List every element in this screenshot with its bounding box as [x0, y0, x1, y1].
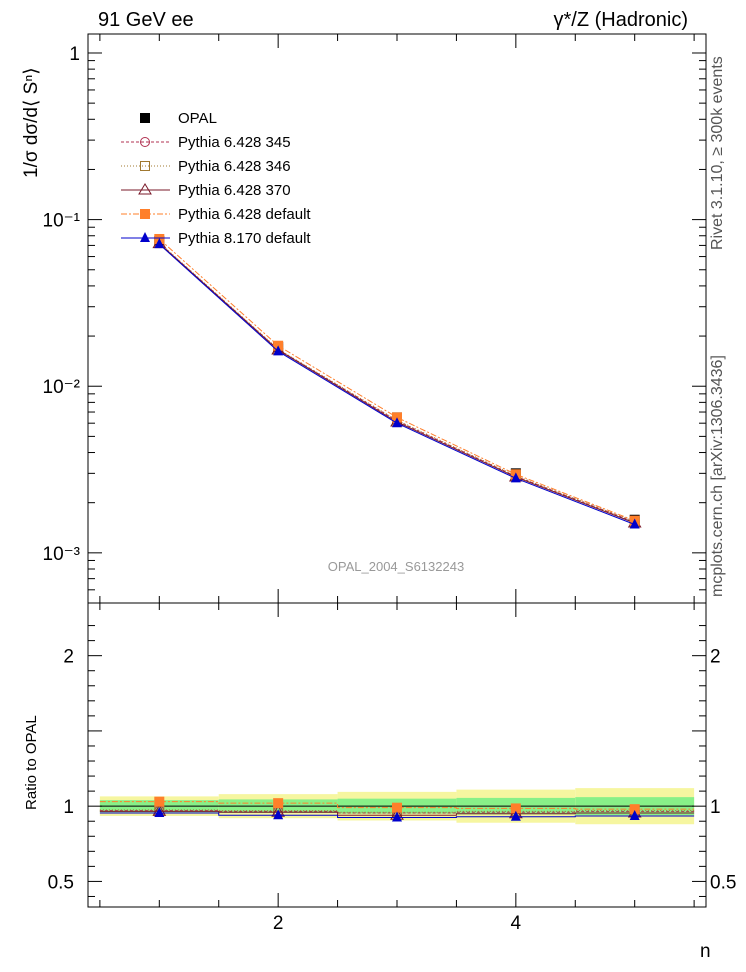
ratio-series-pythia-6-428-default [99, 796, 695, 815]
legend-marker [140, 209, 150, 219]
legend-entry: OPAL [140, 110, 217, 127]
series-pythia-6-428-345 [154, 238, 640, 528]
series-opal [154, 235, 640, 525]
ratio-y-axis-label: Ratio to OPAL [23, 715, 40, 810]
data-point [154, 238, 165, 249]
ratio-y-tick-label-right: 1 [710, 797, 721, 818]
x-tick-label: 2 [273, 913, 284, 934]
legend-label: Pythia 6.428 370 [178, 182, 291, 199]
ratio-y-tick-label-right: 0.5 [710, 872, 736, 893]
ratio-point [392, 811, 402, 822]
legend-marker [138, 183, 152, 195]
legend-entry: Pythia 8.170 default [121, 230, 311, 247]
mcplots-label: mcplots.cern.ch [arXiv:1306.3436] [709, 355, 726, 597]
legend-entry: Pythia 6.428 370 [121, 182, 291, 199]
y-tick-label: 10⁻³ [43, 544, 81, 565]
series-pythia-8-170-default [154, 238, 640, 529]
legend-label: Pythia 8.170 default [178, 230, 311, 247]
ratio-point [510, 810, 521, 821]
data-point [392, 417, 402, 428]
series-line [158, 243, 635, 524]
data-point [273, 345, 284, 356]
series-line [158, 243, 635, 525]
data-point [510, 472, 521, 483]
ratio-plot-series [99, 796, 695, 822]
legend-entry: Pythia 6.428 345 [121, 134, 291, 151]
ratio-y-tick-label: 2 [63, 647, 74, 668]
ratio-point [392, 802, 402, 813]
legend-label: Pythia 6.428 346 [178, 158, 291, 175]
ratio-series-pythia-8-170-default [99, 806, 695, 822]
main-y-axis-label: 1/σ dσ/d⟨ Sⁿ⟩ [21, 67, 42, 178]
ratio-point [629, 809, 640, 820]
legend-marker [140, 232, 150, 242]
ratio-plot-frame [87, 602, 707, 908]
x-axis-label: n [700, 941, 711, 962]
ratio-y-tick-label: 1 [63, 797, 74, 818]
legend-label: OPAL [178, 110, 217, 127]
series-pythia-6-428-346 [154, 237, 640, 527]
y-tick-label: 10⁻¹ [43, 211, 81, 232]
legend-entry: Pythia 6.428 346 [121, 158, 291, 175]
y-tick-label: 1 [69, 44, 80, 65]
legend-entry: Pythia 6.428 default [121, 206, 311, 223]
series-line [158, 242, 635, 523]
ratio-point [154, 796, 165, 807]
legend-marker [140, 137, 150, 147]
rivet-label: Rivet 3.1.10, ≥ 300k events [709, 56, 726, 250]
ratio-y-tick-label-right: 2 [710, 647, 721, 668]
axes-frame: 2 4 10⁻³ 10⁻² 10⁻¹ 1 0.5 0.5 1 1 2 2 [43, 33, 736, 934]
ratio-point [629, 804, 640, 815]
legend-marker [140, 161, 150, 171]
ratio-point [273, 809, 284, 820]
series-pythia-6-428-370 [152, 236, 642, 528]
series-line [158, 242, 635, 523]
legend-marker [140, 113, 150, 123]
y-tick-label: 10⁻² [43, 377, 81, 398]
main-plot-series [152, 233, 642, 529]
series-pythia-6-428-default [154, 233, 640, 526]
x-tick-label: 4 [511, 913, 522, 934]
data-point [629, 518, 640, 529]
analysis-watermark: OPAL_2004_S6132243 [328, 559, 464, 574]
ratio-point [154, 806, 165, 817]
ratio-y-tick-label: 0.5 [48, 872, 74, 893]
ratio-point [273, 798, 284, 809]
legend-label: Pythia 6.428 345 [178, 134, 291, 151]
legend-label: Pythia 6.428 default [178, 206, 311, 223]
header-right: γ*/Z (Hadronic) [554, 9, 688, 31]
ratio-point [510, 803, 521, 814]
legend: OPAL Pythia 6.428 345 Pythia 6.428 346 Pyth… [121, 110, 311, 247]
series-line [158, 238, 635, 522]
header-left: 91 GeV ee [98, 9, 194, 31]
